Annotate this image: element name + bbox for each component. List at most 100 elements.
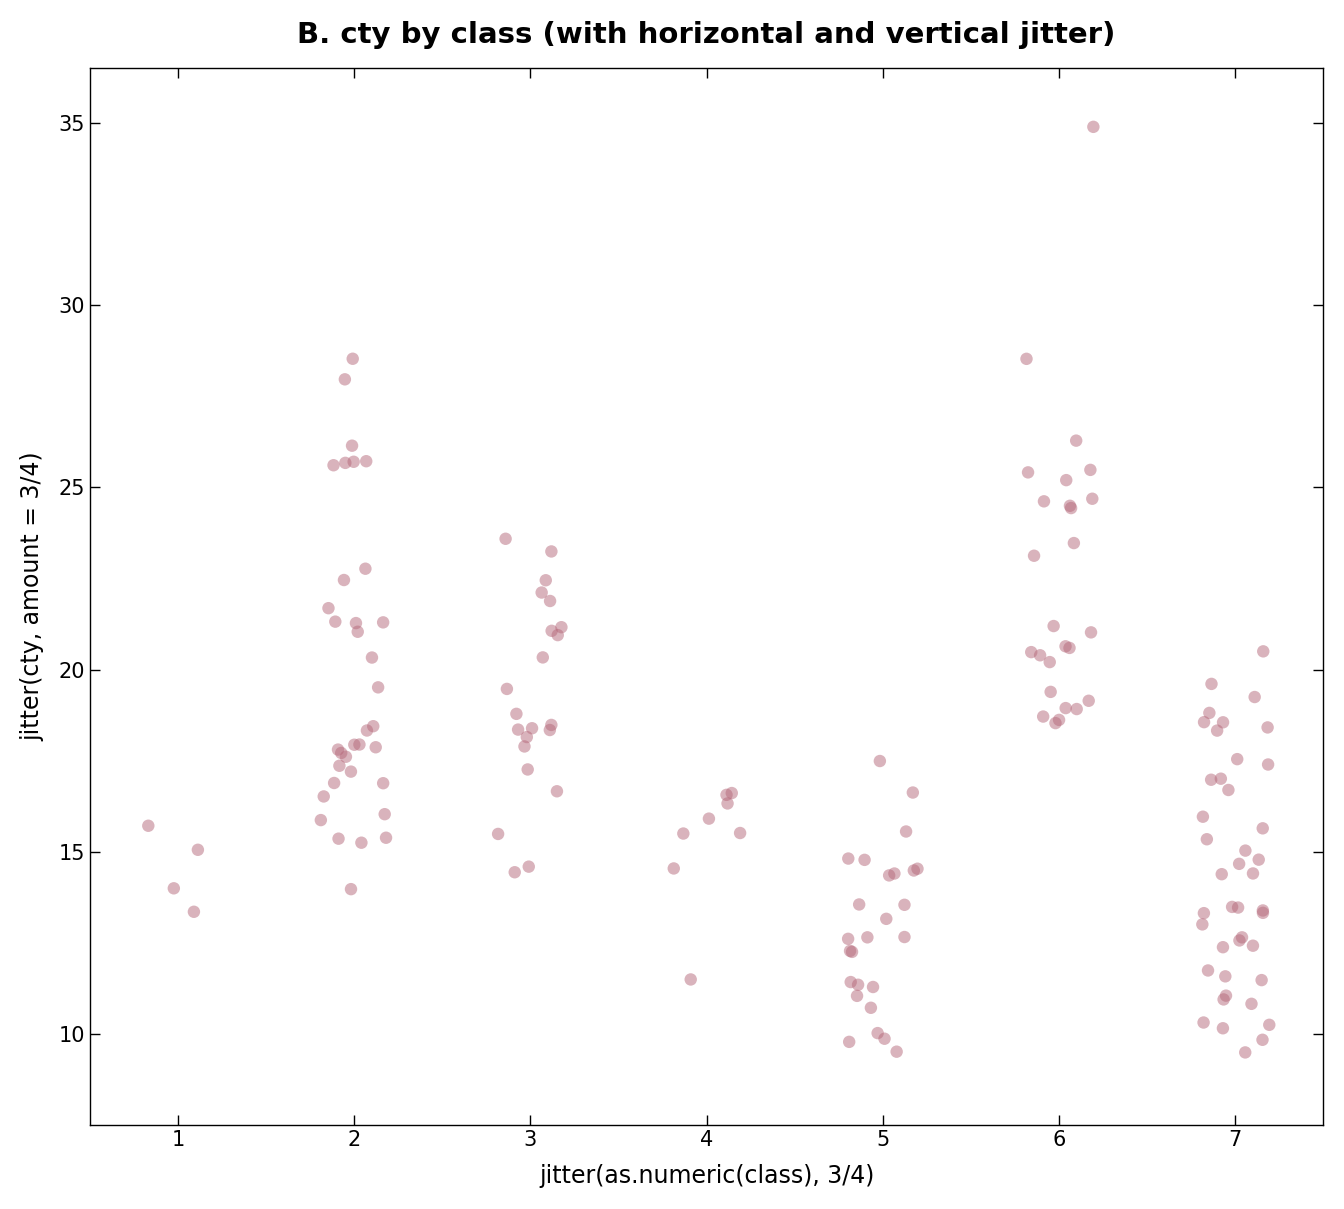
Point [1066,699,1087,718]
Point [539,721,560,740]
Point [716,794,738,814]
Point [367,678,388,698]
Point [1081,623,1102,642]
Point [720,783,742,803]
Point [535,571,556,590]
Point [1215,987,1236,1006]
Point [1212,1019,1234,1039]
Point [839,1032,860,1052]
Point [324,612,345,631]
Point [895,822,917,841]
Point [317,598,339,618]
Point [837,930,859,949]
Point [1023,546,1044,566]
Point [730,823,751,843]
Point [1228,931,1250,950]
Point [372,613,394,632]
Point [1241,994,1262,1013]
Point [547,625,569,644]
Point [540,716,562,735]
Point [1034,492,1055,511]
X-axis label: jitter(as.numeric(class), 3/4): jitter(as.numeric(class), 3/4) [539,1164,875,1188]
Point [374,804,395,823]
Point [894,895,915,914]
Point [329,756,351,775]
Point [1198,961,1219,980]
Point [1253,901,1274,920]
Point [1039,653,1060,672]
Point [345,613,367,632]
Point [853,850,875,869]
Point [1207,721,1228,740]
Point [847,976,868,995]
Point [1212,937,1234,956]
Point [1235,841,1257,861]
Point [539,591,560,611]
Point [1200,675,1222,694]
Point [902,783,923,803]
Point [907,860,929,879]
Point [362,648,383,667]
Point [1055,699,1077,718]
Point [1078,692,1099,711]
Point [323,456,344,475]
Point [488,825,509,844]
Point [837,849,859,868]
Y-axis label: jitter(cty, amount = 3/4): jitter(cty, amount = 3/4) [22,452,44,741]
Point [504,862,526,881]
Point [1193,712,1215,731]
Point [355,559,376,578]
Point [355,451,376,470]
Point [1063,533,1085,553]
Point [1253,642,1274,661]
Point [886,1042,907,1062]
Point [513,736,535,756]
Point [1227,898,1249,918]
Point [863,977,884,996]
Point [341,349,363,369]
Point [1017,463,1039,482]
Point [341,436,363,456]
Point [1030,646,1051,665]
Point [344,735,366,754]
Point [163,879,184,898]
Point [903,861,925,880]
Point [348,735,370,754]
Point [1055,637,1077,656]
Point [1212,712,1234,731]
Point [517,857,539,877]
Point [870,751,891,770]
Point [540,621,562,641]
Point [331,744,352,763]
Point [366,737,387,757]
Point [351,833,372,852]
Point [1082,490,1103,509]
Point [1066,430,1087,450]
Point [874,1029,895,1048]
Point [1043,617,1064,636]
Point [894,927,915,947]
Point [1257,718,1278,737]
Point [663,858,684,878]
Point [1231,927,1253,947]
Point [672,823,694,843]
Point [841,942,863,961]
Point [1258,754,1279,774]
Point [1251,971,1273,990]
Point [680,970,702,989]
Point [551,618,573,637]
Point [356,721,378,740]
Point [328,829,349,849]
Point [1192,915,1214,935]
Point [517,759,539,779]
Point [1196,829,1218,849]
Point [883,864,905,884]
Point [1211,864,1232,884]
Point [324,774,345,793]
Point [1083,117,1105,137]
Point [698,809,719,828]
Point [848,895,870,914]
Point [1245,688,1266,707]
Point [1249,850,1270,869]
Point [540,542,562,561]
